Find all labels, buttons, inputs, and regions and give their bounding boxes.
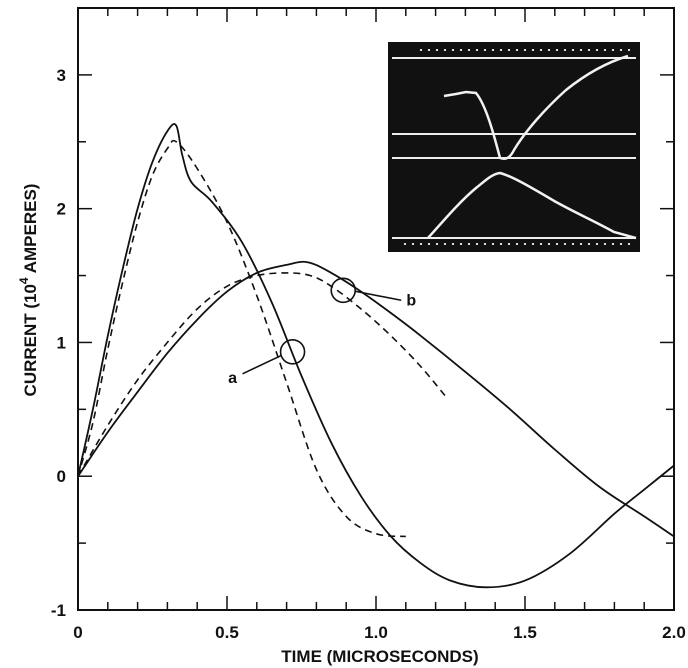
series-a-dashed <box>77 139 406 538</box>
callout-leader-a <box>242 355 281 375</box>
callout-circle-a <box>279 339 306 365</box>
series-group <box>77 123 675 589</box>
inset-trace-lower <box>427 171 637 240</box>
y-tick-label: 1 <box>57 333 66 352</box>
series-b-solid <box>77 260 675 538</box>
y-tick-label: 0 <box>57 467 66 486</box>
series-b-dashed <box>77 272 449 477</box>
y-tick-label: 3 <box>57 66 66 85</box>
x-tick-label: 1.5 <box>513 623 537 642</box>
callout-circle-b <box>330 277 357 304</box>
y-tick-label: -1 <box>51 601 66 620</box>
y-tick-label: 2 <box>57 200 66 219</box>
y-axis-title-prefix: CURRENT (10 <box>21 284 40 396</box>
axis-ticks <box>77 7 675 611</box>
callout-leader-b <box>355 290 402 302</box>
series-a-solid <box>77 123 675 589</box>
inset-oscilloscope-photo <box>388 42 640 252</box>
inset-trace-upper <box>443 54 629 160</box>
callout-label-b: b <box>406 292 416 309</box>
x-tick-label: 0.5 <box>215 623 239 642</box>
y-axis-title: CURRENT (104 AMPERES) <box>17 184 40 397</box>
x-tick-label: 2.0 <box>662 623 686 642</box>
x-axis-title: TIME (MICROSECONDS) <box>281 647 478 666</box>
inset-background <box>388 42 640 252</box>
x-tick-label: 0 <box>73 623 82 642</box>
callout-label-a: a <box>228 370 237 387</box>
y-axis-title-suffix: AMPERES) <box>21 184 40 278</box>
tick-labels: 0 0.5 1.0 1.5 2.0 -1 0 1 2 3 <box>51 66 686 642</box>
annotations: ab <box>228 277 416 387</box>
y-axis-title-exponent: 4 <box>17 277 31 284</box>
x-tick-label: 1.0 <box>364 623 388 642</box>
